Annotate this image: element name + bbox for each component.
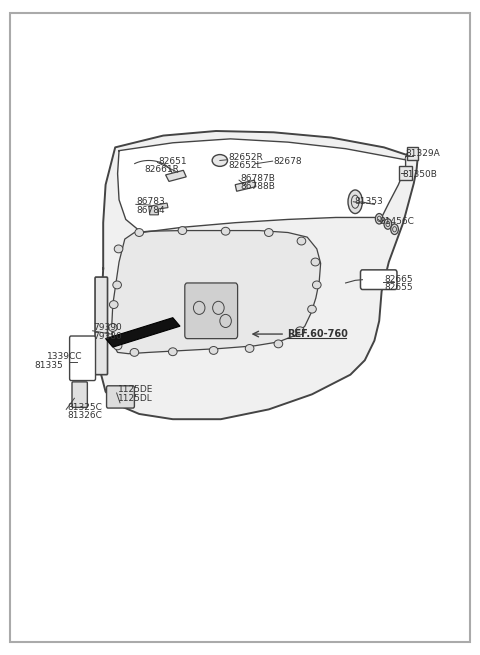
- Text: 81325C: 81325C: [67, 403, 102, 412]
- Text: 82678: 82678: [274, 157, 302, 166]
- Polygon shape: [106, 318, 180, 347]
- Ellipse shape: [168, 348, 177, 356]
- Ellipse shape: [209, 346, 218, 354]
- Ellipse shape: [108, 324, 117, 331]
- Ellipse shape: [375, 214, 383, 224]
- Ellipse shape: [264, 229, 273, 236]
- Polygon shape: [166, 170, 186, 181]
- FancyBboxPatch shape: [407, 147, 418, 160]
- Text: 82661R: 82661R: [144, 165, 179, 174]
- Text: 79390: 79390: [94, 323, 122, 332]
- Polygon shape: [112, 231, 321, 354]
- Polygon shape: [149, 203, 168, 215]
- Polygon shape: [235, 180, 256, 191]
- Text: 86788B: 86788B: [240, 182, 275, 191]
- Ellipse shape: [296, 327, 304, 335]
- Text: 82652L: 82652L: [228, 161, 262, 170]
- Ellipse shape: [109, 301, 118, 309]
- FancyBboxPatch shape: [360, 270, 397, 290]
- Text: 86784: 86784: [137, 206, 166, 215]
- FancyBboxPatch shape: [70, 336, 96, 381]
- Text: 1125DE: 1125DE: [118, 385, 153, 394]
- Text: 1339CC: 1339CC: [47, 352, 83, 362]
- Ellipse shape: [130, 348, 139, 356]
- Text: 82655: 82655: [384, 283, 413, 292]
- Text: 81329A: 81329A: [406, 149, 440, 158]
- Polygon shape: [118, 139, 406, 233]
- FancyBboxPatch shape: [399, 166, 412, 180]
- FancyBboxPatch shape: [107, 386, 134, 408]
- Ellipse shape: [391, 224, 398, 234]
- Text: 81326C: 81326C: [67, 411, 102, 421]
- Ellipse shape: [312, 281, 321, 289]
- Ellipse shape: [348, 190, 362, 214]
- Ellipse shape: [308, 305, 316, 313]
- Ellipse shape: [113, 281, 121, 289]
- Ellipse shape: [245, 345, 254, 352]
- FancyBboxPatch shape: [185, 283, 238, 339]
- Polygon shape: [100, 131, 418, 419]
- Text: 82665: 82665: [384, 274, 413, 284]
- Text: 86783: 86783: [137, 197, 166, 206]
- Text: REF.60-760: REF.60-760: [287, 329, 348, 339]
- Text: 1125DL: 1125DL: [118, 394, 152, 403]
- Ellipse shape: [274, 340, 283, 348]
- Ellipse shape: [212, 155, 228, 166]
- Text: 81456C: 81456C: [379, 217, 414, 226]
- Ellipse shape: [311, 258, 320, 266]
- Text: 82651: 82651: [158, 157, 187, 166]
- Text: 82652R: 82652R: [228, 153, 263, 162]
- Text: 81353: 81353: [354, 196, 383, 206]
- Text: 79380: 79380: [94, 331, 122, 341]
- FancyBboxPatch shape: [72, 382, 87, 407]
- Text: 86787B: 86787B: [240, 174, 275, 183]
- Text: 81350B: 81350B: [402, 170, 437, 179]
- Ellipse shape: [221, 227, 230, 235]
- Ellipse shape: [113, 342, 122, 350]
- Ellipse shape: [384, 219, 392, 229]
- Ellipse shape: [114, 245, 123, 253]
- Ellipse shape: [178, 227, 187, 234]
- Ellipse shape: [135, 229, 144, 236]
- Text: 81335: 81335: [35, 361, 63, 370]
- Ellipse shape: [297, 237, 306, 245]
- FancyBboxPatch shape: [95, 277, 108, 375]
